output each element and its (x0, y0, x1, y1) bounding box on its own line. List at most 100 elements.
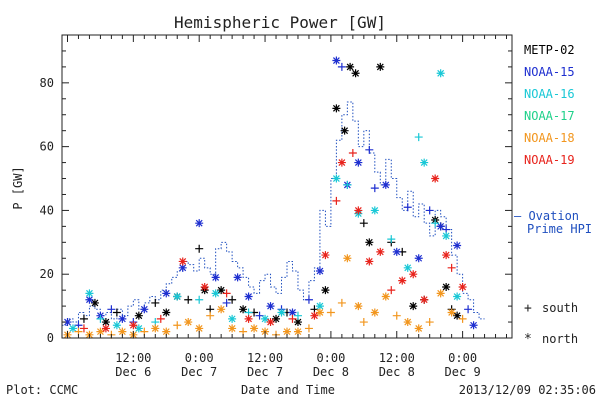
data-point-north (184, 318, 193, 327)
x-tick-label-date: Dec 6 (115, 365, 151, 379)
data-point-north (365, 238, 374, 247)
data-point-north (217, 286, 226, 295)
data-point-north (354, 158, 363, 167)
data-point-south (332, 196, 341, 205)
y-tick-label: 0 (47, 331, 54, 345)
data-point-south (107, 305, 116, 314)
data-point-north (162, 289, 171, 298)
data-point-north (293, 327, 302, 336)
y-tick-label: 20 (40, 267, 54, 281)
data-point-north (436, 69, 445, 78)
legend: METP-02 NOAA-15 NOAA-16 NOAA-17 NOAA-18 NOAA-… (514, 43, 592, 347)
x-tick-label-date: Dec 7 (181, 365, 217, 379)
data-point-south (79, 324, 88, 333)
data-point-north (96, 327, 105, 336)
data-point-north (293, 318, 302, 327)
data-point-north (283, 327, 291, 336)
data-point-north (112, 321, 121, 330)
data-point-north (458, 282, 467, 291)
data-point-south (392, 311, 401, 320)
data-point-north (162, 327, 171, 336)
data-point-north (442, 231, 451, 240)
data-point-north (447, 308, 456, 317)
data-point-south (337, 298, 346, 307)
data-point-south (173, 321, 182, 330)
data-point-south (222, 289, 231, 298)
data-point-south (359, 318, 368, 327)
data-point-north (266, 318, 275, 327)
data-point-north (354, 302, 363, 311)
data-point-south (425, 206, 434, 215)
data-point-south (195, 244, 204, 253)
data-point-north (332, 174, 341, 183)
data-point-south (464, 305, 473, 314)
footer-timestamp: 2013/12/09 02:35:06 (459, 383, 596, 397)
data-point-north (381, 180, 390, 189)
data-point-north (332, 56, 341, 65)
data-point-south (343, 180, 352, 189)
data-point-north (101, 318, 110, 327)
data-point-north (453, 292, 462, 301)
data-point-north (90, 298, 99, 307)
data-point-north (453, 311, 462, 320)
data-point-north (414, 324, 423, 333)
data-point-south (304, 324, 313, 333)
x-tick-label-time: 12:00 (379, 351, 415, 365)
data-point-north (118, 327, 127, 336)
data-point-north (250, 324, 259, 333)
plot-area (62, 56, 485, 339)
data-point-south (337, 62, 346, 71)
data-point-north (233, 273, 242, 282)
data-point-north (403, 263, 412, 272)
x-axis-label: Date and Time (241, 383, 335, 397)
data-point-north (431, 174, 440, 183)
y-axis-label: P [GW] (11, 166, 25, 209)
legend-series-noaa-18: NOAA-18 (524, 131, 575, 145)
data-point-south (359, 219, 368, 228)
data-point-north (211, 289, 220, 298)
legend-north-symbol: * (524, 332, 532, 347)
data-point-north (409, 270, 418, 279)
data-point-south (228, 295, 237, 304)
data-point-north (261, 314, 270, 323)
data-point-north (244, 292, 253, 301)
data-point-north (398, 276, 407, 285)
data-point-north (85, 295, 94, 304)
legend-series-noaa-17: NOAA-17 (524, 109, 575, 123)
data-point-north (343, 254, 352, 263)
data-point-north (376, 247, 385, 256)
x-tick-label-time: 12:00 (115, 351, 151, 365)
data-point-south (151, 298, 160, 307)
data-point-south (447, 263, 456, 272)
data-point-north (178, 257, 187, 266)
data-point-south (184, 295, 193, 304)
data-point-north (211, 273, 220, 282)
data-point-north (134, 311, 143, 320)
legend-series-noaa-16: NOAA-16 (524, 87, 575, 101)
data-point-south (206, 311, 215, 320)
data-point-north (178, 263, 187, 272)
y-tick-label: 40 (40, 203, 54, 217)
data-point-north (310, 311, 319, 320)
data-point-north (420, 295, 429, 304)
data-point-north (200, 282, 209, 291)
data-point-north (266, 302, 275, 311)
x-tick-label-time: 0:00 (185, 351, 214, 365)
data-point-north (228, 324, 237, 333)
legend-series-noaa-15: NOAA-15 (524, 65, 575, 79)
data-point-north (277, 308, 286, 317)
data-point-north (151, 324, 160, 333)
data-point-north (403, 318, 412, 327)
data-point-south (222, 298, 231, 307)
x-tick-label-date: Dec 8 (379, 365, 415, 379)
legend-south-label: south (542, 301, 578, 315)
data-point-north (332, 104, 341, 113)
data-point-north (173, 292, 182, 301)
data-point-north (365, 257, 374, 266)
data-point-north (469, 321, 478, 330)
x-tick-label-time: 12:00 (247, 351, 283, 365)
y-tick-label: 80 (40, 76, 54, 90)
legend-series-metp-02: METP-02 (524, 43, 575, 57)
data-point-north (337, 158, 346, 167)
data-point-south (370, 184, 379, 193)
